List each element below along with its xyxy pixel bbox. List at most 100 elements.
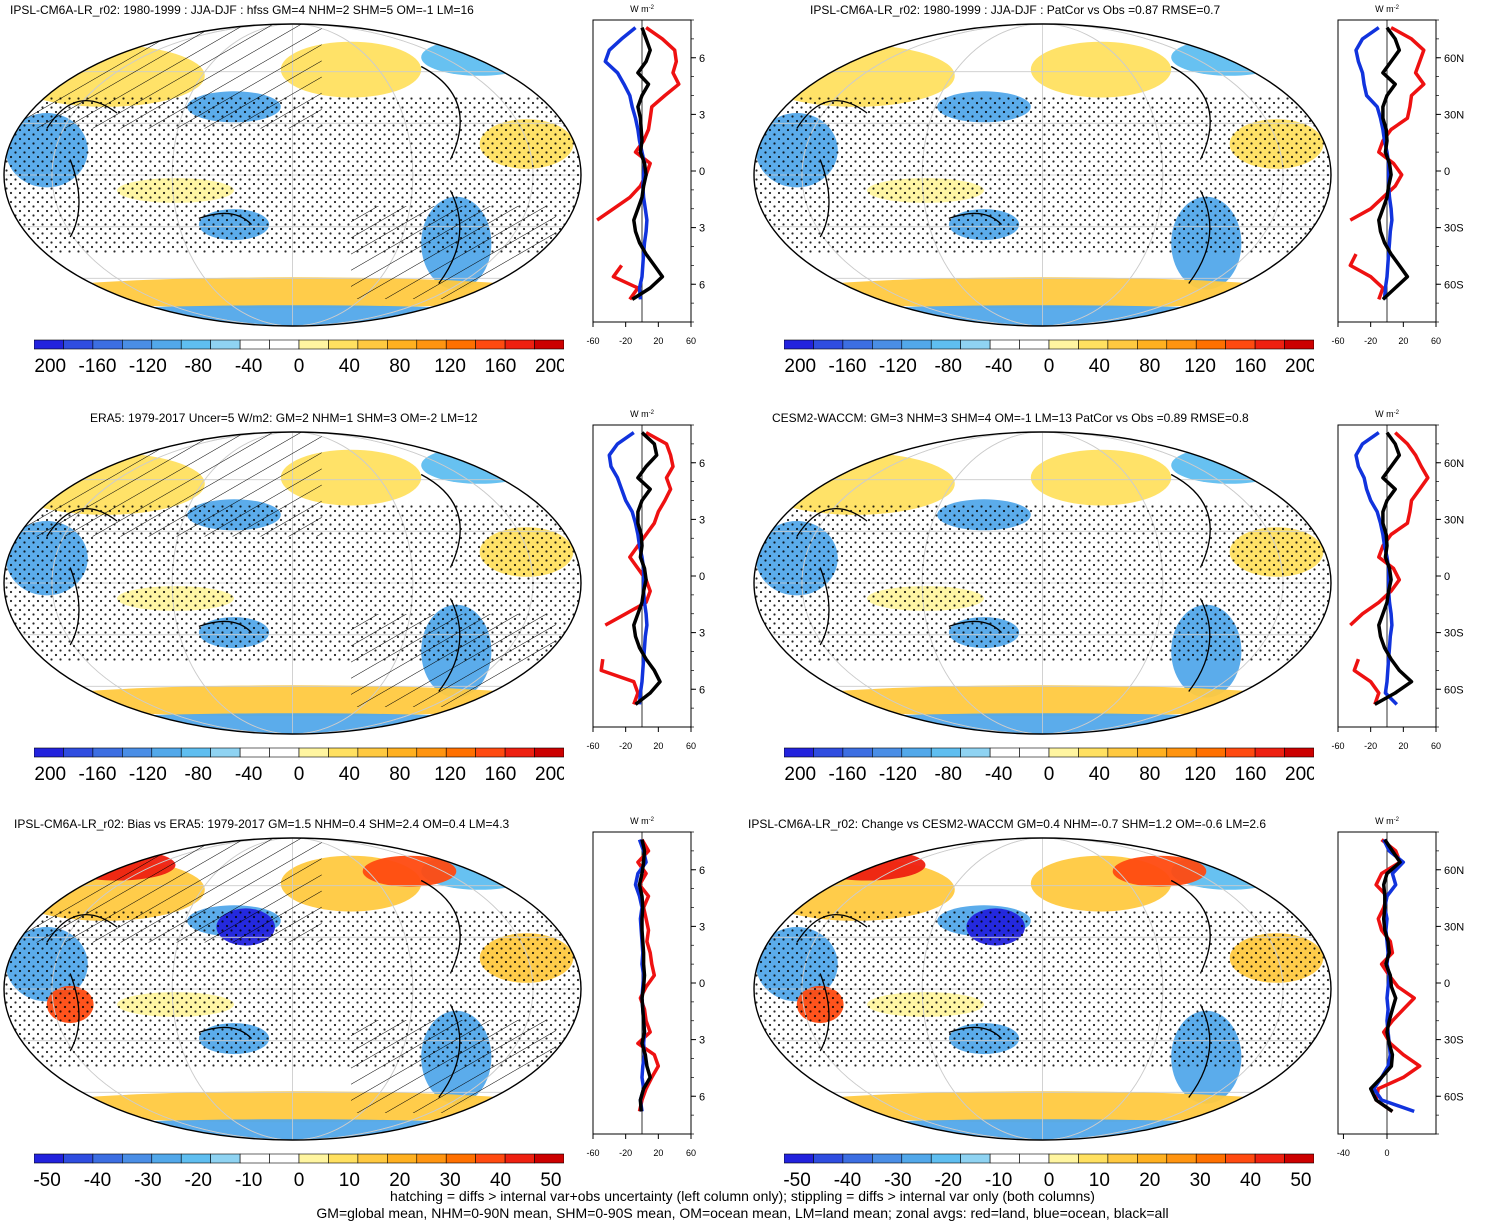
colorbar-tick-label: -80 [935,356,962,377]
lat-tick-label: 60S [1444,1091,1464,1103]
colorbar-tick-label: -10 [985,1170,1012,1190]
colorbar-tick-label: -120 [879,764,917,785]
lat-tick-label: 60S [1444,684,1464,696]
colorbar-tick-label: -200 [784,356,816,377]
panel-title: IPSL-CM6A-LR_r02: Bias vs ERA5: 1979-201… [14,817,509,831]
colorbar-tick-label: -80 [185,764,212,785]
lat-tick-label: 30N [699,921,705,933]
colorbar-tick-label: -40 [235,356,262,377]
colorbar-tick-label: 120 [434,356,466,377]
colorbar-tick-label: 40 [490,1170,511,1190]
lat-tick-label: 60N [1444,865,1464,877]
colorbar-tick-label: -40 [235,764,262,785]
x-tick-label: 20 [1398,336,1408,346]
colorbar-tick-label: 50 [1290,1170,1311,1190]
colorbar-tick-label: 40 [1089,764,1110,785]
colorbar-tick-label: -80 [185,356,212,377]
map-panel-3 [750,428,1335,738]
colorbar-tick-label: 160 [485,764,517,785]
panel-title: IPSL-CM6A-LR_r02: 1980-1999 : JJA-DJF : … [810,3,1220,17]
x-tick-label: -60 [1331,741,1344,751]
x-tick-label: -60 [586,336,599,346]
colorbar-tick-label: -20 [185,1170,212,1190]
lat-tick-label: 60N [1444,458,1464,470]
caption-line-2: GM=global mean, NHM=0-90N mean, SHM=0-90… [0,1205,1485,1222]
zonal-unit-label: W m-2 [1375,4,1399,14]
zonal-unit-label: W m-2 [630,409,654,419]
colorbar-tick-label: 120 [1184,764,1216,785]
panel-title: CESM2-WACCM: GM=3 NHM=3 SHM=4 OM=-1 LM=1… [772,411,1249,425]
colorbar-tick-label: 40 [339,764,360,785]
lat-tick-label: 30S [1444,223,1464,235]
lat-tick-label: 60S [699,1091,705,1103]
map-panel-4 [0,834,585,1144]
colorbar-tick-label: -160 [828,356,866,377]
colorbar-tick-label: 200 [535,764,564,785]
colorbar-tick-label: -50 [34,1170,61,1190]
colorbar-tick-label: 0 [1044,1170,1055,1190]
zonal-unit-label: W m-2 [1375,409,1399,419]
colorbar-tick-label: 160 [1235,356,1267,377]
zonal-unit-label: W m-2 [1375,816,1399,826]
lat-tick-label: 0 [1444,166,1450,178]
x-tick-label: -20 [619,336,632,346]
colorbar-tick-label: 200 [1285,356,1314,377]
lat-tick-label: 60N [699,458,705,470]
x-tick-label: -60 [586,1148,599,1158]
map-panel-1 [750,20,1335,330]
lat-tick-label: 60S [1444,279,1464,291]
lat-tick-label: 0 [1444,571,1450,583]
lat-tick-label: 30S [699,223,705,235]
lat-tick-label: 60S [699,279,705,291]
colorbar-tick-label: -30 [134,1170,161,1190]
lat-tick-label: 0 [1444,978,1450,990]
x-tick-label: -20 [619,741,632,751]
x-tick-label: -60 [586,741,599,751]
lat-tick-label: 30N [699,109,705,121]
colorbar-tick-label: 80 [1139,356,1160,377]
colorbar-tick-label: -40 [834,1170,861,1190]
x-tick-label: 60 [686,336,696,346]
lat-tick-label: 30S [1444,628,1464,640]
colorbar-tick-label: 200 [1285,764,1314,785]
colorbar-tick-label: -10 [235,1170,262,1190]
lat-tick-label: 0 [699,571,705,583]
colorbar-tick-label: 0 [1044,764,1055,785]
lat-tick-label: 30N [1444,921,1464,933]
colorbar-tick-label: -120 [129,356,167,377]
colorbar-tick-label: -50 [784,1170,811,1190]
zonal-unit-label: W m-2 [630,4,654,14]
lat-tick-label: 0 [699,978,705,990]
lat-tick-label: 60N [1444,53,1464,65]
x-tick-label: 20 [1398,741,1408,751]
x-tick-label: 60 [686,741,696,751]
colorbar-tick-label: 0 [1044,356,1055,377]
map-panel-5 [750,834,1335,1144]
x-tick-label: -40 [1337,1148,1350,1158]
colorbar-tick-label: 20 [1139,1170,1160,1190]
lat-tick-label: 30S [699,1035,705,1047]
colorbar-tick-label: 80 [389,764,410,785]
colorbar-tick-label: 50 [540,1170,561,1190]
colorbar-tick-label: -160 [78,764,116,785]
lat-tick-label: 30S [1444,1035,1464,1047]
x-tick-label: 20 [653,741,663,751]
colorbar-tick-label: 0 [294,1170,305,1190]
x-tick-label: 60 [1431,741,1441,751]
panel-title: IPSL-CM6A-LR_r02: Change vs CESM2-WACCM … [748,817,1266,831]
colorbar-tick-label: 20 [389,1170,410,1190]
x-tick-label: 20 [653,336,663,346]
lat-tick-label: 30S [699,628,705,640]
colorbar-tick-label: -120 [879,356,917,377]
panel-title: ERA5: 1979-2017 Uncer=5 W/m2: GM=2 NHM=1… [90,411,478,425]
